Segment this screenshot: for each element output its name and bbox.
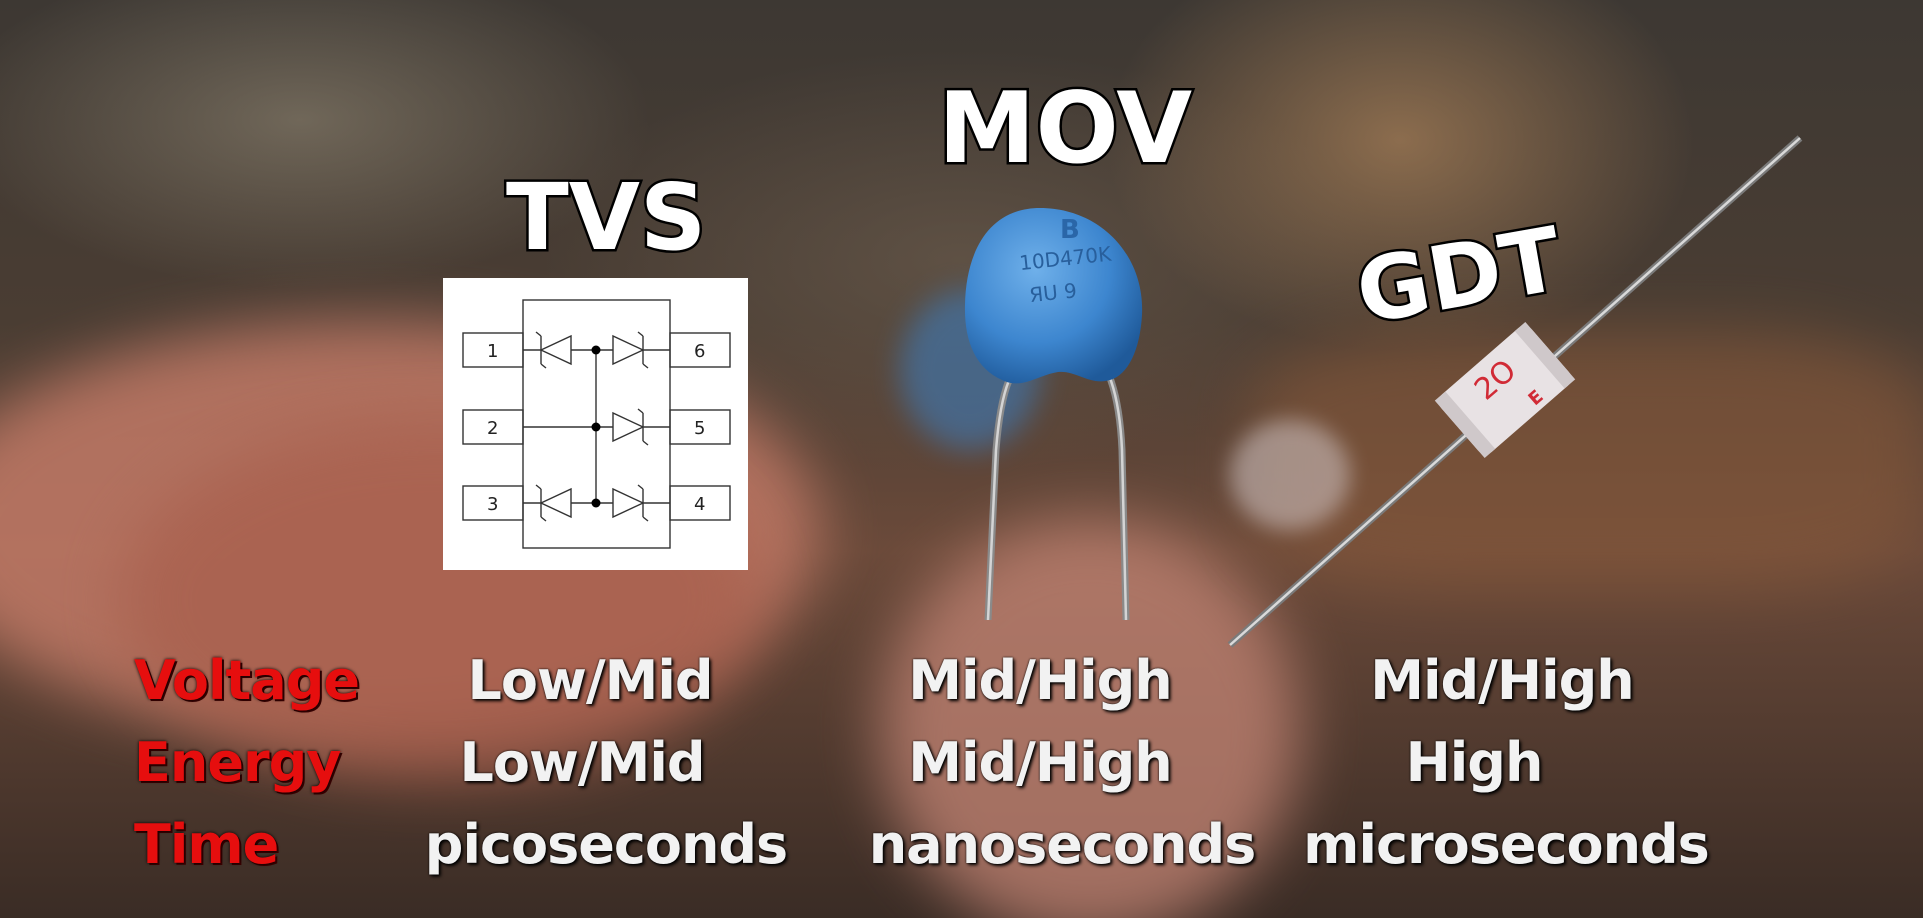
mov-time-value: nanoseconds xyxy=(868,813,1257,876)
spec-key-voltage: Voltage xyxy=(134,649,360,712)
blurred-second-gdt xyxy=(1230,420,1350,530)
mov-component: B 10D470K ЯU 9 xyxy=(930,200,1150,621)
tvs-energy-value: Low/Mid xyxy=(459,731,705,794)
tvs-voltage-value: Low/Mid xyxy=(467,649,713,712)
tvs-schematic-drawing: 1 2 3 4 5 6 xyxy=(462,299,731,549)
pin-3-label: 3 xyxy=(487,494,498,515)
gdt-energy-value: High xyxy=(1405,731,1544,794)
mov-voltage-value: Mid/High xyxy=(908,649,1172,712)
pin-4-label: 4 xyxy=(694,494,705,515)
mov-energy-value: Mid/High xyxy=(908,731,1172,794)
gdt-time-value: microseconds xyxy=(1303,813,1710,876)
blurred-background-shelf xyxy=(1250,330,1923,590)
spec-row-voltage: Voltage Low/Mid Mid/High Mid/High xyxy=(0,654,1923,734)
tvs-label: TVS xyxy=(503,164,708,271)
pin-6-label: 6 xyxy=(694,341,705,362)
spec-key-energy: Energy xyxy=(134,731,341,794)
mov-varistor-image: B 10D470K ЯU 9 xyxy=(964,208,1143,621)
mov-logo: B xyxy=(1060,215,1080,245)
spec-key-time: Time xyxy=(134,813,279,876)
spec-row-energy: Energy Low/Mid Mid/High High xyxy=(0,736,1923,816)
pin-2-label: 2 xyxy=(487,418,498,439)
gdt-component: 2O E xyxy=(1220,130,1820,660)
spec-row-time: Time picoseconds nanoseconds microsecond… xyxy=(0,818,1923,898)
mov-marking-line2: ЯU 9 xyxy=(1028,278,1078,307)
pin-1-label: 1 xyxy=(487,341,498,362)
gdt-voltage-value: Mid/High xyxy=(1370,649,1634,712)
tvs-time-value: picoseconds xyxy=(424,813,788,876)
pin-5-label: 5 xyxy=(694,418,705,439)
tvs-schematic: 1 2 3 4 5 6 xyxy=(443,278,748,570)
blurred-fingers-center xyxy=(880,520,1300,918)
mov-label: MOV xyxy=(935,72,1194,186)
gdt-tube-image: 2O E xyxy=(1227,135,1803,648)
